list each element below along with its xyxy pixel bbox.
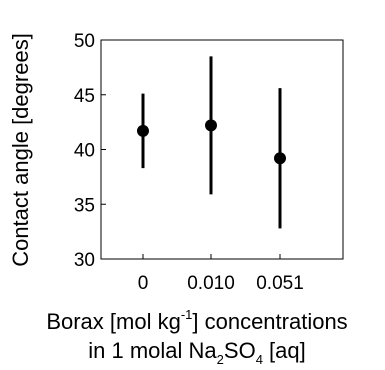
x-axis-label-part-5: [aq] bbox=[263, 338, 306, 363]
error-bars bbox=[141, 56, 282, 229]
x-axis-label-line2: in 1 molal Na2SO4 [aq] bbox=[88, 338, 305, 367]
x-axis-label-part-3: in 1 molal Na bbox=[88, 338, 217, 363]
x-tick-label: 0.010 bbox=[187, 273, 235, 294]
data-points bbox=[137, 119, 286, 165]
data-point bbox=[137, 124, 149, 137]
y-tick-label: 45 bbox=[74, 86, 95, 107]
x-axis-tick-labels: 0 0.010 0.051 bbox=[138, 273, 304, 294]
x-axis-label-part-2: ] concentrations bbox=[192, 309, 347, 334]
x-axis-ticks bbox=[142, 254, 281, 259]
plot-area-border bbox=[100, 39, 344, 260]
x-axis-label-subscript-1: 2 bbox=[217, 352, 224, 367]
y-tick-label: 50 bbox=[74, 31, 95, 52]
data-point bbox=[274, 152, 286, 165]
x-axis-label-subscript-2: 4 bbox=[256, 352, 263, 367]
x-tick-label: 0.051 bbox=[256, 273, 304, 294]
y-axis-label: Contact angle [degrees] bbox=[8, 33, 33, 267]
y-tick-label: 40 bbox=[74, 141, 95, 162]
y-axis-tick-labels: 30 35 40 45 50 bbox=[74, 31, 95, 271]
plot-frame bbox=[100, 39, 344, 260]
x-axis-label-superscript: -1 bbox=[181, 307, 193, 322]
y-axis-ticks bbox=[101, 39, 106, 260]
x-tick-label: 0 bbox=[138, 273, 149, 294]
data-point bbox=[205, 119, 217, 132]
y-tick-label: 30 bbox=[74, 250, 95, 271]
y-tick-label: 35 bbox=[74, 195, 95, 216]
x-axis-label-part-1: Borax [mol kg bbox=[46, 309, 181, 334]
x-axis-label-part-4: SO bbox=[224, 338, 256, 363]
x-axis-label-line1: Borax [mol kg-1] concentrations bbox=[46, 307, 347, 334]
